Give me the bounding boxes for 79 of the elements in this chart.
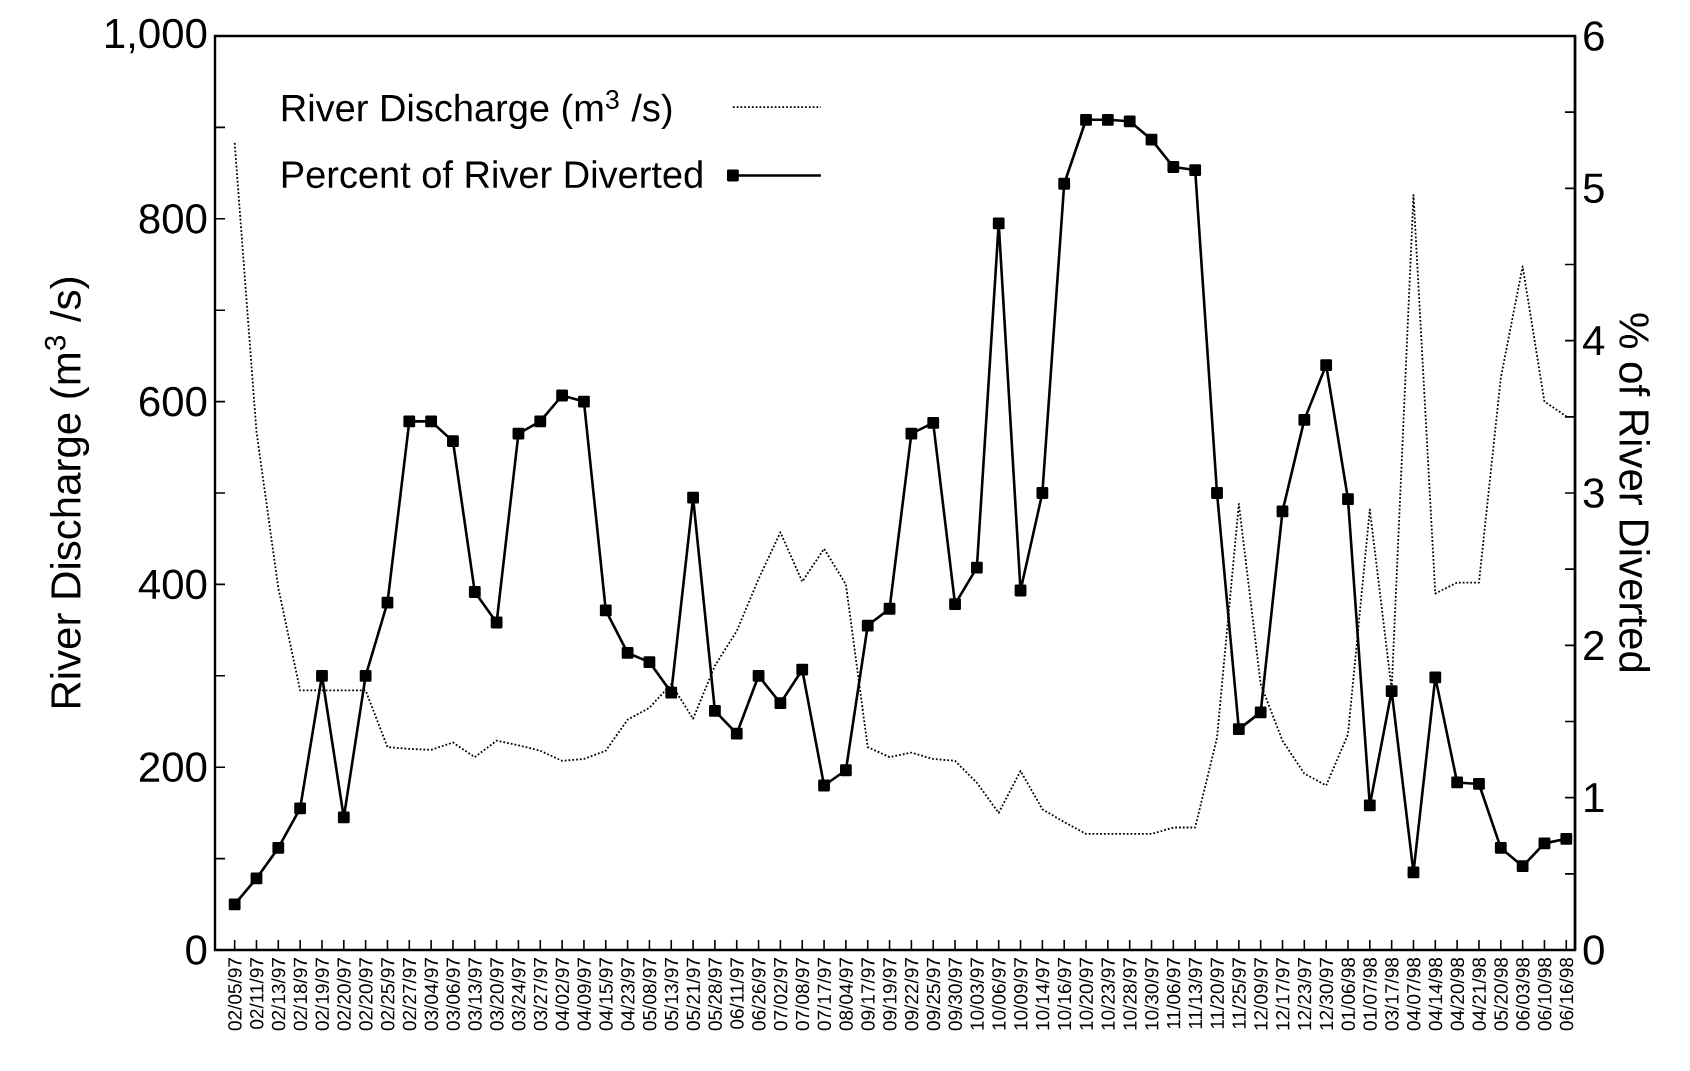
x-tick-label: 09/30/97	[948, 958, 963, 1031]
y2-tick-label: 0	[1583, 935, 1604, 965]
x-tick-label: 10/03/97	[969, 958, 984, 1030]
x-tick-label: 04/14/98	[1428, 957, 1443, 1031]
x-tick-label: 01/07/98	[1362, 957, 1377, 1031]
y-tick-label: 0	[186, 935, 207, 965]
x-tick-label: 02/25/97	[380, 958, 395, 1031]
x-tick-label: 03/24/97	[511, 958, 526, 1031]
x-tick-label: 04/20/98	[1450, 957, 1465, 1031]
x-tick-label: 05/13/97	[664, 958, 679, 1031]
x-tick-label: 10/09/97	[1013, 958, 1028, 1030]
x-tick-label: 04/15/97	[598, 958, 613, 1031]
x-tick-label: 05/21/97	[686, 958, 701, 1031]
y-tick-label: 1,000	[106, 18, 207, 54]
y2-tick-label: 2	[1584, 630, 1604, 660]
x-tick-label: 05/20/98	[1493, 957, 1508, 1031]
x-tick-label: 04/09/97	[576, 958, 591, 1031]
y-tick-label: 400	[138, 569, 207, 600]
x-tick-label: 06/16/98	[1559, 957, 1574, 1031]
y-axis-title: River Discharge (m$^{3}$ /s)	[44, 278, 90, 708]
x-tick-label: 07/02/97	[773, 958, 788, 1031]
y2-tick-label: 5	[1583, 173, 1604, 203]
x-tick-label: 10/30/97	[1144, 958, 1159, 1030]
x-tick-label: 08/04/97	[838, 958, 853, 1031]
y2-tick-label: 3	[1583, 478, 1604, 508]
x-tick-label: 10/23/97	[1100, 958, 1115, 1030]
x-tick-label: 06/03/98	[1515, 957, 1530, 1031]
x-tick-label: 07/17/97	[817, 958, 832, 1031]
x-tick-label: 10/20/97	[1079, 958, 1093, 1030]
x-tick-label: 12/30/97	[1319, 958, 1334, 1030]
x-tick-label: 12/09/97	[1253, 958, 1268, 1030]
x-tick-label: 03/04/97	[424, 958, 439, 1031]
x-tick-label: 06/11/97	[729, 958, 744, 1029]
x-tick-label: 04/21/98	[1471, 957, 1486, 1031]
x-tick-label: 02/20/97	[358, 958, 373, 1031]
x-tick-label: 03/17/98	[1384, 957, 1399, 1031]
y-tick-label: 600	[139, 386, 207, 417]
x-tick-label: 11/20/97	[1210, 958, 1224, 1029]
x-tick-label: 10/06/97	[991, 958, 1006, 1030]
legend-label: River Discharge (m$^{3}$ /s)	[282, 90, 672, 130]
x-tick-label: 11/13/97	[1188, 958, 1203, 1029]
y2-tick-label: 6	[1584, 21, 1604, 51]
x-tick-label: 11/25/97	[1231, 958, 1246, 1029]
x-tick-label: 03/06/97	[445, 958, 460, 1031]
x-tick-label: 02/19/97	[314, 958, 329, 1031]
x-tick-label: 02/27/97	[402, 958, 417, 1031]
y2-axis-title: % of River Diverted	[1619, 313, 1651, 672]
x-tick-label: 03/13/97	[467, 958, 482, 1031]
x-tick-label: 09/17/97	[860, 958, 875, 1031]
x-tick-label: 12/17/97	[1275, 958, 1290, 1030]
x-tick-label: 04/07/98	[1406, 957, 1421, 1031]
x-tick-label: 02/05/97	[227, 958, 242, 1031]
x-tick-label: 03/20/97	[489, 958, 504, 1031]
x-tick-label: 02/11/97	[249, 958, 264, 1029]
x-tick-label: 02/13/97	[271, 958, 286, 1031]
x-tick-label: 10/16/97	[1057, 958, 1072, 1030]
x-tick-label: 01/06/98	[1341, 957, 1355, 1031]
x-tick-label: 09/25/97	[926, 958, 941, 1031]
x-tick-label: 02/20/97	[336, 958, 351, 1031]
x-tick-label: 11/06/97	[1166, 958, 1181, 1029]
x-tick-label: 10/14/97	[1035, 958, 1050, 1030]
x-tick-label: 03/27/97	[533, 958, 548, 1031]
x-tick-label: 10/28/97	[1122, 958, 1137, 1030]
y2-tick-label: 1	[1585, 783, 1604, 813]
x-tick-label: 09/22/97	[904, 958, 919, 1031]
x-tick-label: 06/10/98	[1537, 957, 1552, 1031]
x-tick-label: 05/08/97	[642, 958, 657, 1031]
y-tick-label: 800	[139, 203, 207, 234]
x-tick-label: 05/28/97	[707, 958, 722, 1031]
x-tick-label: 06/26/97	[751, 958, 766, 1031]
y2-tick-label: 4	[1583, 326, 1605, 356]
y-tick-label: 200	[139, 752, 207, 783]
x-tick-label: 07/08/97	[795, 958, 810, 1031]
x-tick-label: 09/19/97	[882, 958, 897, 1031]
x-tick-label: 12/23/97	[1297, 958, 1312, 1030]
x-tick-label: 02/18/97	[293, 958, 308, 1031]
legend-label: Percent of River Diverted	[282, 160, 702, 189]
x-tick-label: 04/23/97	[620, 958, 635, 1031]
x-tick-label: 04/02/97	[555, 958, 570, 1031]
